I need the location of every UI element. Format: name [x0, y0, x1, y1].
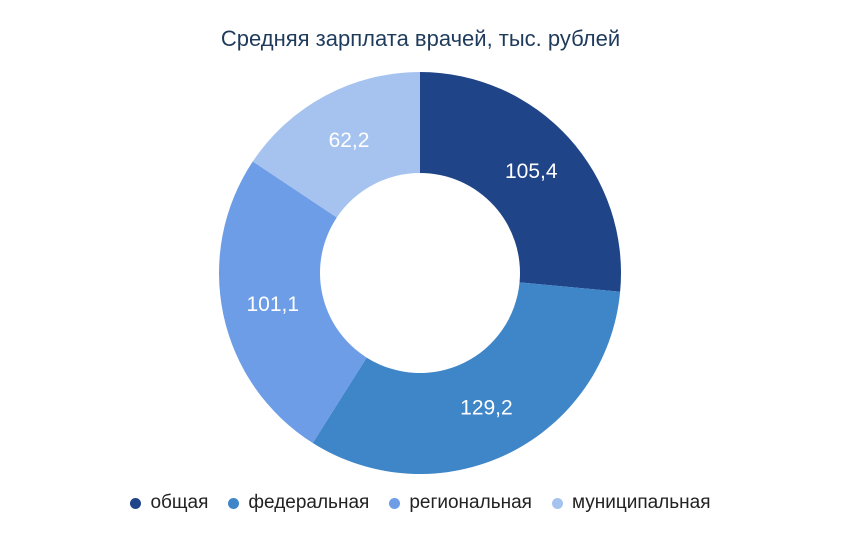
- legend-swatch: [228, 497, 240, 509]
- legend-label: муниципальная: [571, 492, 711, 513]
- legend-label: общая: [150, 492, 209, 513]
- slice-value-label-0: 105,4: [505, 160, 558, 183]
- donut-slice-1: [312, 282, 621, 474]
- chart-title: Средняя зарплата врачей, тыс. рублей: [220, 26, 621, 51]
- legend-item-regionalnaya: региональная: [389, 492, 532, 514]
- legend-item-municipalnaya: муниципальная: [551, 492, 711, 514]
- donut-slice-2: [219, 161, 367, 443]
- donut-slice-3: [252, 72, 420, 218]
- legend-swatch: [389, 497, 401, 509]
- legend-label: региональная: [409, 492, 532, 513]
- slices-group: [219, 72, 621, 474]
- legend-swatch: [551, 497, 563, 509]
- slice-value-label-1: 129,2: [460, 397, 513, 420]
- legend-item-federalnaya: федеральная: [228, 492, 369, 514]
- chart-legend: общая федеральная региональная муниципал…: [0, 492, 841, 514]
- slice-value-label-2: 101,1: [247, 293, 300, 316]
- legend-item-obshchaya: общая: [130, 492, 208, 514]
- donut-slice-0: [420, 72, 621, 292]
- legend-label: федеральная: [248, 492, 370, 513]
- labels-group: 105,4 129,2 101,1 62,2: [247, 129, 558, 420]
- legend-swatch: [130, 497, 142, 509]
- slice-value-label-3: 62,2: [329, 129, 370, 152]
